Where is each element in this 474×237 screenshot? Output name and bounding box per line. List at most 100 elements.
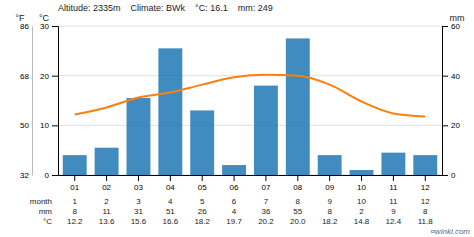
- x-tick-label: 03: [134, 183, 143, 192]
- x-tick: 01: [70, 175, 79, 192]
- y-axis: 0102030: [40, 22, 58, 180]
- x-tick-label: 01: [70, 183, 79, 192]
- table-cell: 5: [200, 197, 205, 206]
- table-row-label: month: [30, 197, 52, 206]
- y-axis-line: [52, 27, 59, 176]
- table: month123456789101112mm811315126436558298…: [30, 197, 434, 226]
- table-cell: 15.6: [131, 217, 147, 226]
- y2-axis-tick-label: 40: [451, 72, 460, 81]
- y-axis-tick-label: 10: [40, 121, 49, 130]
- table-cell: 51: [166, 207, 175, 216]
- y-axis-tick: 0: [45, 171, 58, 180]
- x-tick-label: 05: [198, 183, 207, 192]
- table-row-label: mm: [39, 207, 53, 216]
- y3-axis-title: °F: [15, 13, 25, 23]
- table-cell: 11: [102, 207, 111, 216]
- x-tick: 08: [293, 175, 302, 192]
- table-cell: 7: [264, 197, 269, 206]
- y3-axis-tick-label: 50: [20, 121, 29, 130]
- y2-axis-tick-mark: [442, 125, 448, 126]
- y-axis-tick: 10: [40, 121, 58, 130]
- table-cell: 13.6: [99, 217, 115, 226]
- x-tick-mark: [265, 175, 266, 181]
- y2-axis-tick-label: 20: [451, 121, 460, 130]
- table-cell: 11.8: [418, 217, 434, 226]
- table-cell: 20.2: [258, 217, 274, 226]
- x-axis-line: [59, 175, 443, 176]
- table-cell: 12.2: [67, 217, 83, 226]
- grid-line: [58, 125, 442, 126]
- x-tick-mark: [170, 175, 171, 181]
- grid-line: [58, 26, 442, 27]
- y-axis-tick-mark: [52, 125, 58, 126]
- bar: [350, 170, 374, 175]
- x-tick: 05: [198, 175, 207, 192]
- table-cell: 8: [73, 207, 78, 216]
- table-cell: 14.8: [354, 217, 370, 226]
- y2-axis-tick-mark: [442, 76, 448, 77]
- x-tick-mark: [393, 175, 394, 181]
- y2-axis-tick: 40: [442, 72, 460, 81]
- y2-axis-line: [443, 27, 449, 176]
- line: [75, 75, 426, 117]
- x-axis: 01 02 03 04 05 06 07 08 09 10 11 12: [59, 175, 443, 192]
- bar: [158, 48, 182, 175]
- x-tick-label: 02: [102, 183, 111, 192]
- x-tick: 02: [102, 175, 111, 192]
- y2-axis-tick-label: 0: [451, 171, 456, 180]
- bar: [254, 86, 278, 175]
- table-cell: 4: [232, 207, 237, 216]
- bar: [413, 155, 437, 175]
- x-tick-mark: [329, 175, 330, 181]
- x-tick-label: 04: [166, 183, 175, 192]
- y3-axis-tick-label: 32: [20, 171, 29, 180]
- bar: [63, 155, 87, 175]
- plot-root: 0102030405060708091011120102030020406032…: [15, 3, 464, 226]
- table-cell: 16.6: [163, 217, 179, 226]
- table-cell: 12: [421, 197, 430, 206]
- table-cell: 8: [423, 207, 428, 216]
- bar-series: [63, 38, 437, 175]
- table-cell: 8: [296, 197, 301, 206]
- table-cell: 4: [168, 197, 173, 206]
- bar: [318, 155, 342, 175]
- table-cell: 11: [389, 197, 398, 206]
- table-cell: 9: [391, 207, 396, 216]
- y3-axis-tick-label: 68: [20, 72, 29, 81]
- y-axis-tick: 20: [40, 72, 58, 81]
- x-tick-label: 07: [261, 183, 270, 192]
- table-cell: 36: [261, 207, 270, 216]
- x-tick-label: 10: [357, 183, 366, 192]
- chart-svg: 0102030405060708091011120102030020406032…: [0, 0, 474, 237]
- bar: [381, 153, 405, 175]
- table-cell: 10: [357, 197, 366, 206]
- x-tick-label: 06: [230, 183, 239, 192]
- bar: [222, 165, 246, 175]
- x-tick: 03: [134, 175, 143, 192]
- grid: [58, 26, 442, 175]
- x-tick-label: 09: [325, 183, 334, 192]
- x-tick: 12: [421, 175, 430, 192]
- y-axis-tick-label: 0: [45, 171, 50, 180]
- table-cell: 9: [327, 197, 332, 206]
- x-tick-mark: [361, 175, 362, 181]
- table-row-label: °C: [43, 217, 52, 226]
- table-cell: 19.7: [226, 217, 242, 226]
- x-tick-label: 11: [389, 183, 398, 192]
- watermark: ¤winkl.com: [430, 227, 470, 236]
- y3-axis-tick: 68: [20, 72, 32, 81]
- table-cell: 2: [104, 197, 109, 206]
- y-axis-title: °C: [39, 13, 50, 23]
- y-axis-tick-mark: [52, 26, 58, 27]
- x-tick-mark: [138, 175, 139, 181]
- bar: [95, 148, 119, 175]
- x-tick-mark: [297, 175, 298, 181]
- table-cell: 18.2: [322, 217, 338, 226]
- table-cell: 55: [293, 207, 302, 216]
- bar: [127, 98, 151, 175]
- table-cell: 6: [232, 197, 237, 206]
- x-tick: 10: [357, 175, 366, 192]
- y3-axis-tick: 50: [20, 121, 32, 130]
- table-cell: 3: [136, 197, 141, 206]
- y2-axis-tick: 20: [442, 121, 460, 130]
